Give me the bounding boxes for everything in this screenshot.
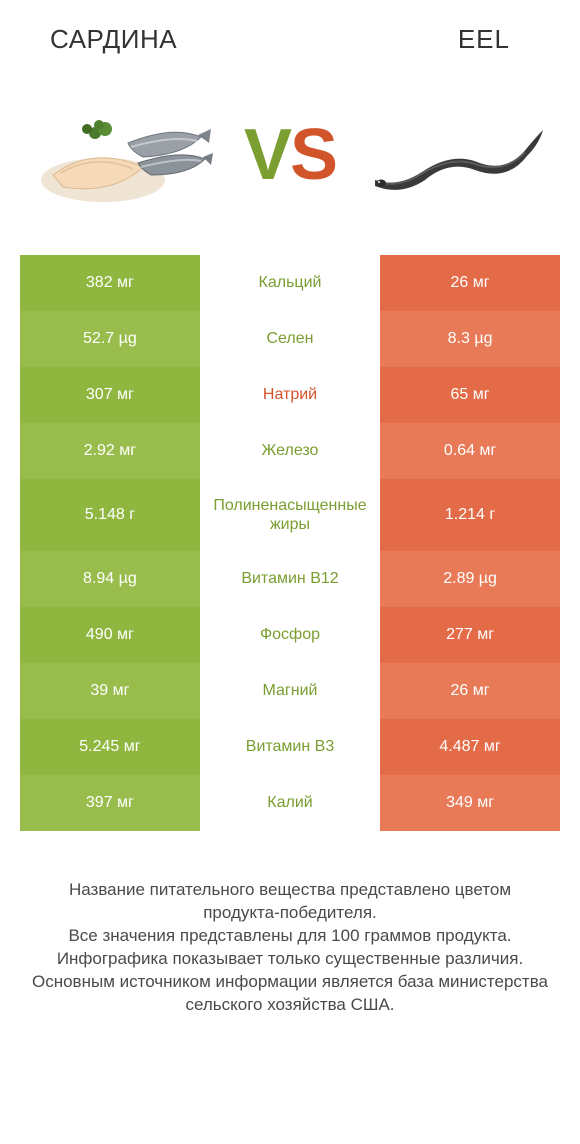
comparison-table: 382 мгКальций26 мг52.7 µgСелен8.3 µg307 … bbox=[20, 255, 560, 831]
table-row: 382 мгКальций26 мг bbox=[20, 255, 560, 311]
value-right: 0.64 мг bbox=[380, 423, 560, 479]
nutrient-label: Полиненасыщенные жиры bbox=[200, 479, 380, 551]
value-left: 39 мг bbox=[20, 663, 200, 719]
nutrient-label: Витамин B12 bbox=[200, 551, 380, 607]
table-row: 397 мгКалий349 мг bbox=[20, 775, 560, 831]
value-left: 5.148 г bbox=[20, 479, 200, 551]
value-left: 490 мг bbox=[20, 607, 200, 663]
value-right: 26 мг bbox=[380, 255, 560, 311]
vs-v: V bbox=[244, 119, 290, 191]
footer-line-2: Все значения представлены для 100 граммо… bbox=[30, 925, 550, 948]
value-right: 1.214 г bbox=[380, 479, 560, 551]
table-row: 8.94 µgВитамин B122.89 µg bbox=[20, 551, 560, 607]
footer-line-1: Название питательного вещества представл… bbox=[30, 879, 550, 925]
value-left: 8.94 µg bbox=[20, 551, 200, 607]
value-right: 4.487 мг bbox=[380, 719, 560, 775]
hero-row: VS bbox=[20, 75, 560, 255]
nutrient-label: Натрий bbox=[200, 367, 380, 423]
table-row: 52.7 µgСелен8.3 µg bbox=[20, 311, 560, 367]
table-row: 2.92 мгЖелезо0.64 мг bbox=[20, 423, 560, 479]
sardine-image bbox=[28, 85, 218, 225]
vs-label: VS bbox=[244, 119, 336, 191]
nutrient-label: Витамин B3 bbox=[200, 719, 380, 775]
value-right: 8.3 µg bbox=[380, 311, 560, 367]
value-left: 307 мг bbox=[20, 367, 200, 423]
vs-s: S bbox=[290, 119, 336, 191]
nutrient-label: Калий bbox=[200, 775, 380, 831]
header: САРДИНА Eel bbox=[20, 24, 560, 75]
nutrient-label: Железо bbox=[200, 423, 380, 479]
value-right: 65 мг bbox=[380, 367, 560, 423]
nutrient-label: Магний bbox=[200, 663, 380, 719]
nutrient-label: Селен bbox=[200, 311, 380, 367]
eel-image bbox=[362, 85, 552, 225]
value-right: 2.89 µg bbox=[380, 551, 560, 607]
title-left: САРДИНА bbox=[50, 24, 177, 55]
table-row: 5.245 мгВитамин B34.487 мг bbox=[20, 719, 560, 775]
value-right: 349 мг bbox=[380, 775, 560, 831]
title-right: Eel bbox=[458, 24, 510, 55]
value-right: 277 мг bbox=[380, 607, 560, 663]
table-row: 5.148 гПолиненасыщенные жиры1.214 г bbox=[20, 479, 560, 551]
table-row: 39 мгМагний26 мг bbox=[20, 663, 560, 719]
value-left: 5.245 мг bbox=[20, 719, 200, 775]
value-left: 52.7 µg bbox=[20, 311, 200, 367]
value-left: 397 мг bbox=[20, 775, 200, 831]
value-right: 26 мг bbox=[380, 663, 560, 719]
nutrient-label: Фосфор bbox=[200, 607, 380, 663]
value-left: 2.92 мг bbox=[20, 423, 200, 479]
footer-line-3: Инфографика показывает только существенн… bbox=[30, 948, 550, 971]
table-row: 307 мгНатрий65 мг bbox=[20, 367, 560, 423]
nutrient-label: Кальций bbox=[200, 255, 380, 311]
table-row: 490 мгФосфор277 мг bbox=[20, 607, 560, 663]
footer-line-4: Основным источником информации является … bbox=[30, 971, 550, 1017]
value-left: 382 мг bbox=[20, 255, 200, 311]
footer-note: Название питательного вещества представл… bbox=[20, 879, 560, 1017]
